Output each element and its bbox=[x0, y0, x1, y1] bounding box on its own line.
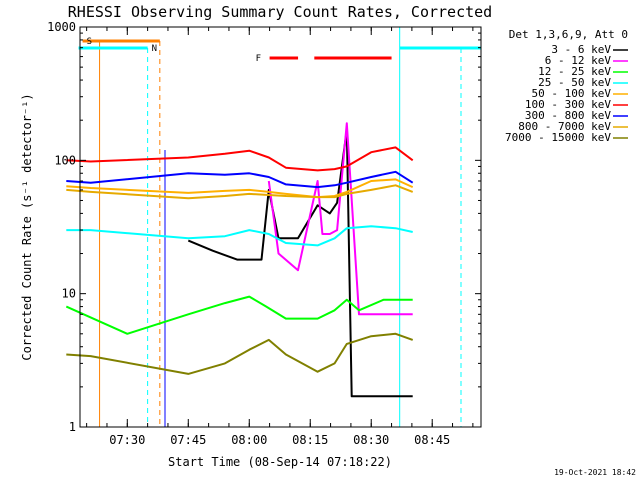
axes: 1 10 100 1000 07:30 07:45 08:00 08:15 08:30 08:45 bbox=[47, 20, 481, 447]
night-marker: N bbox=[152, 44, 157, 54]
y-tick-label: 100 bbox=[54, 153, 76, 167]
plot-area: S N F bbox=[65, 27, 481, 427]
x-tick-label: 08:30 bbox=[353, 433, 389, 447]
x-tick-label: 07:45 bbox=[170, 433, 206, 447]
x-tick-label: 08:45 bbox=[414, 433, 450, 447]
y-tick-label: 1 bbox=[69, 420, 76, 434]
x-axis-label: Start Time (08-Sep-14 07:18:22) bbox=[168, 455, 392, 469]
flare-marker: F bbox=[256, 54, 261, 64]
saa-marker: S bbox=[87, 37, 92, 47]
series-line-7000-15000keV bbox=[66, 332, 414, 375]
x-tick-label: 08:00 bbox=[231, 433, 267, 447]
series-line-100-300keV bbox=[66, 146, 414, 172]
legend-label: 25 - 50 keV bbox=[538, 76, 611, 89]
y-tick-label: 10 bbox=[62, 287, 76, 301]
plot-frame bbox=[79, 26, 482, 428]
legend-label: 3 - 6 keV bbox=[551, 43, 611, 56]
x-tick-label: 08:15 bbox=[292, 433, 328, 447]
series-line-12-25keV bbox=[65, 295, 413, 335]
y-axis-label: Corrected Count Rate (s⁻¹ detector⁻¹) bbox=[20, 93, 34, 360]
series-line-300-800keV bbox=[66, 170, 414, 189]
legend-label: 100 - 300 keV bbox=[525, 98, 611, 111]
footer-timestamp: 19-Oct-2021 18:42 bbox=[554, 468, 636, 477]
series-line-25-50keV bbox=[66, 225, 413, 247]
legend-label: 6 - 12 keV bbox=[545, 54, 612, 67]
series-line-50-100keV bbox=[66, 178, 414, 199]
series-line-800-7000keV bbox=[66, 184, 414, 200]
legend-label: 800 - 7000 keV bbox=[518, 120, 611, 133]
legend-label: 12 - 25 keV bbox=[538, 65, 611, 78]
legend-label: 7000 - 15000 keV bbox=[505, 131, 611, 144]
y-tick-label: 1000 bbox=[47, 20, 76, 34]
x-tick-label: 07:30 bbox=[109, 433, 145, 447]
series-line-6-12keV bbox=[267, 122, 413, 316]
legend-label: 50 - 100 keV bbox=[532, 87, 612, 100]
legend-label: 300 - 800 keV bbox=[525, 109, 611, 122]
legend-header: Det 1,3,6,9, Att 0 bbox=[509, 28, 628, 41]
chart-title: RHESSI Observing Summary Count Rates, Co… bbox=[68, 3, 492, 21]
